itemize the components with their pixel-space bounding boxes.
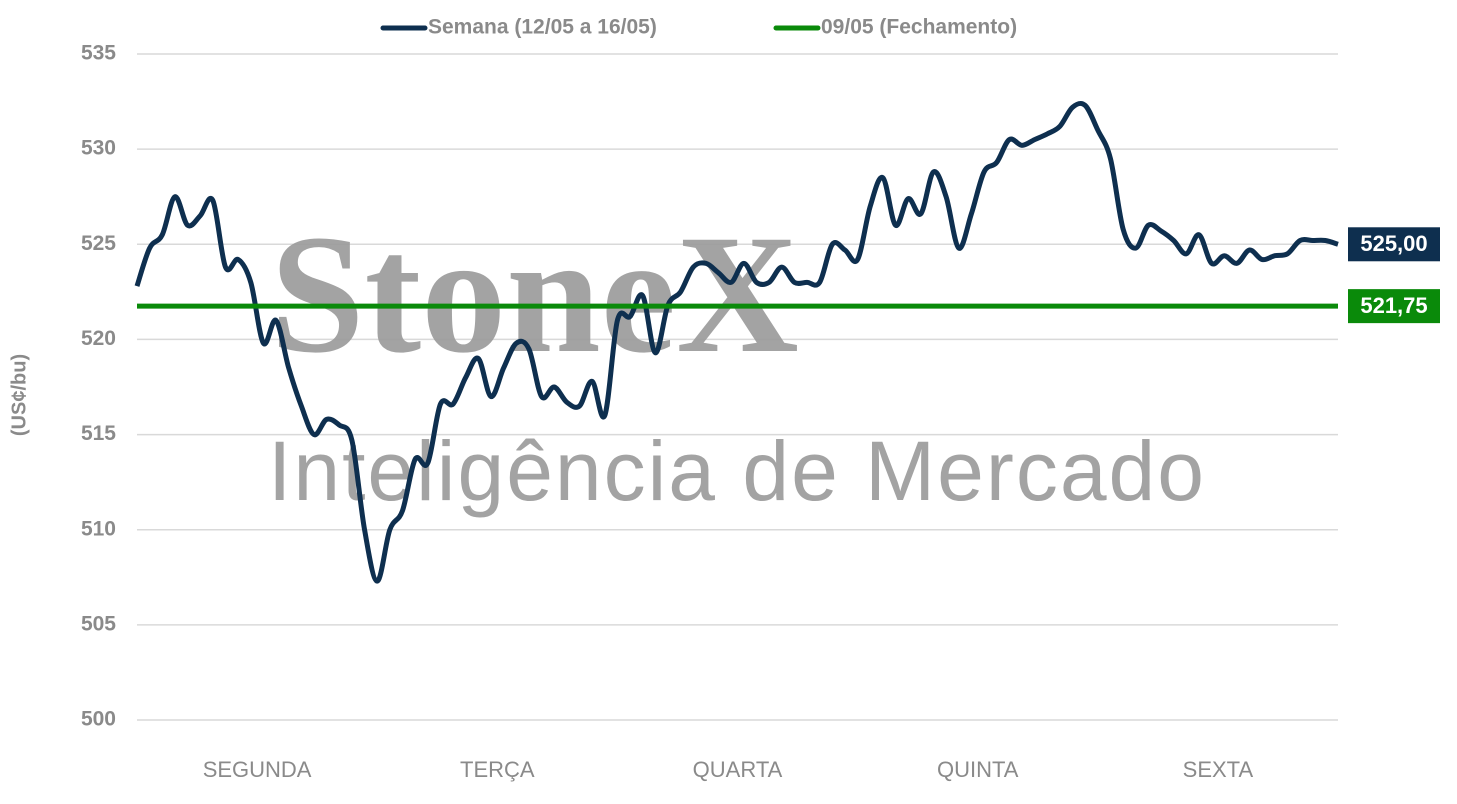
watermark-tagline: Inteligência de Mercado [268, 424, 1204, 518]
y-tick-label: 515 [81, 422, 116, 445]
price-line [134, 100, 1339, 584]
y-tick-label: 500 [81, 708, 116, 731]
legend-label: Semana (12/05 a 16/05) [428, 16, 657, 39]
y-tick-label: 535 [81, 42, 116, 65]
value-label-box [1348, 289, 1440, 324]
x-tick-label: QUINTA [937, 757, 1019, 782]
legend-label: 09/05 (Fechamento) [821, 16, 1017, 39]
y-tick-label: 525 [81, 232, 116, 255]
value-label: 525,00 [1360, 231, 1427, 256]
watermark-brand: StoneX [270, 200, 799, 388]
x-tick-label: TERÇA [460, 757, 535, 782]
y-tick-label: 530 [81, 137, 116, 160]
value-label: 521,75 [1360, 293, 1427, 318]
x-tick-label: QUARTA [693, 757, 783, 782]
y-tick-label: 505 [81, 612, 116, 635]
value-label-box [1348, 227, 1440, 262]
y-axis-label: (US¢/bu) [8, 354, 30, 436]
y-tick-label: 520 [81, 327, 116, 350]
x-tick-label: SEXTA [1183, 757, 1254, 782]
y-tick-label: 510 [81, 517, 116, 540]
x-tick-label: SEGUNDA [203, 757, 312, 782]
